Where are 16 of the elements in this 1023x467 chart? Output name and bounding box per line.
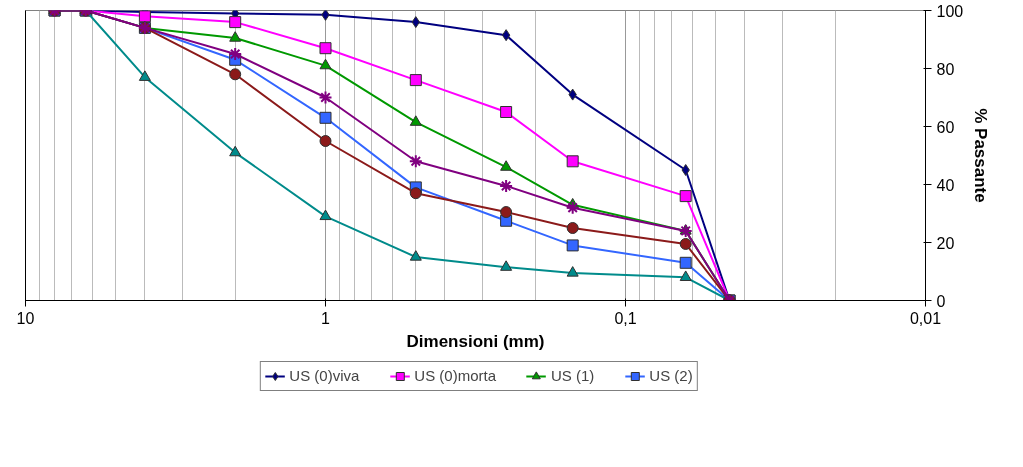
- x-tick-label: 10: [16, 309, 35, 327]
- y-tick-label: 20: [936, 234, 955, 252]
- x-tick-label: 0,1: [614, 309, 637, 327]
- x-tick-label: 1: [321, 309, 331, 327]
- legend-label: US (2): [649, 367, 693, 384]
- y-tick-label: 100: [936, 2, 964, 20]
- legend-label: US (0)morta: [414, 367, 497, 384]
- x-tick-label: 0,01: [909, 309, 942, 327]
- legend-label: US (0)viva: [289, 367, 360, 384]
- y-tick-label: 0: [936, 292, 946, 310]
- legend-label: US (1): [551, 367, 595, 384]
- y-axis-title: % Passante: [971, 108, 991, 203]
- y-tick-label: 80: [936, 60, 955, 78]
- y-tick-label: 40: [936, 176, 955, 194]
- x-axis-title: Dimensioni (mm): [406, 331, 545, 351]
- y-tick-label: 60: [936, 118, 955, 136]
